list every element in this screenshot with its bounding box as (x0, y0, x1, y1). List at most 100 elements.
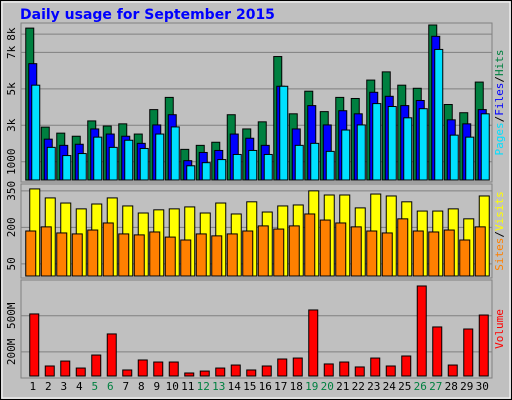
x-tick-label: 27 (429, 380, 442, 393)
bar (248, 149, 258, 181)
bar (449, 134, 459, 181)
bar (40, 226, 52, 277)
bar (478, 314, 489, 377)
x-tick-label: 18 (290, 380, 303, 393)
bar (261, 365, 272, 377)
bar (44, 365, 55, 377)
bar (102, 222, 114, 277)
bar (91, 354, 102, 377)
x-tick-label: 29 (460, 380, 473, 393)
legend-entry: Hits (493, 50, 506, 77)
bar (263, 153, 273, 181)
x-tick-label: 30 (476, 380, 489, 393)
bar (122, 369, 133, 377)
legend-entry: Volume (493, 309, 506, 349)
bar (230, 364, 241, 377)
chart-title: Daily usage for September 2015 (20, 7, 275, 23)
bar (170, 126, 180, 181)
x-tick-label: 6 (107, 380, 114, 393)
bar (474, 226, 486, 277)
bar (418, 108, 428, 181)
x-tick-label: 15 (243, 380, 256, 393)
bar (56, 232, 68, 277)
bar (215, 367, 226, 377)
legend-separator: / (493, 116, 506, 123)
x-tick-label: 26 (414, 380, 427, 393)
x-tick-label: 11 (181, 380, 194, 393)
x-tick-label: 25 (398, 380, 411, 393)
bar (459, 239, 471, 277)
bar (292, 357, 303, 377)
bar (465, 136, 475, 181)
bar (277, 358, 288, 377)
y-tick-label: 200M (5, 338, 18, 365)
bar (71, 233, 83, 277)
bar (443, 229, 455, 277)
bar (356, 124, 366, 181)
bar (428, 231, 440, 277)
bar (401, 355, 412, 377)
bar (186, 165, 196, 181)
x-tick-label: 21 (336, 380, 349, 393)
bar (25, 230, 37, 277)
bar (93, 136, 103, 181)
bar (118, 233, 130, 277)
bar (168, 361, 179, 377)
x-tick-label: 5 (91, 380, 98, 393)
y-tick-label: 3k (5, 118, 18, 132)
legend: Pages/Files/Hits (493, 50, 506, 156)
y-tick-label: 7k (5, 45, 18, 59)
bar (184, 372, 195, 377)
bar (323, 363, 334, 377)
y-tick-label: 8k (5, 27, 18, 41)
legend-entry: Visits (493, 191, 506, 231)
legend-entry: Files (493, 83, 506, 116)
bar (372, 103, 382, 181)
y-tick-label: 50 (5, 257, 18, 270)
x-tick-label: 8 (138, 380, 145, 393)
bar (211, 235, 223, 277)
bar (149, 231, 161, 277)
bar (412, 230, 424, 277)
bar (199, 370, 210, 377)
bar (226, 233, 238, 277)
x-tick-label: 10 (166, 380, 179, 393)
bar (155, 133, 165, 181)
bar (294, 144, 304, 181)
x-tick-label: 17 (274, 380, 287, 393)
bar (434, 48, 444, 181)
bar (370, 357, 381, 377)
legend-entry: Sites (493, 238, 506, 271)
bar (164, 236, 176, 277)
bar (403, 117, 413, 181)
bar (133, 234, 145, 277)
bar (201, 162, 211, 181)
legend-separator: / (493, 76, 506, 83)
bar (387, 106, 397, 181)
bar (242, 230, 254, 277)
bar (325, 150, 335, 181)
bar (288, 225, 300, 277)
x-tick-label: 16 (259, 380, 272, 393)
legend-entry: Pages (493, 122, 506, 155)
x-tick-label: 28 (445, 380, 458, 393)
bar (416, 285, 427, 377)
bar (397, 218, 409, 277)
x-tick-label: 4 (76, 380, 83, 393)
x-tick-label: 20 (321, 380, 334, 393)
bar (180, 239, 192, 277)
bar (106, 333, 117, 377)
x-tick-label: 9 (153, 380, 160, 393)
x-tick-label: 23 (367, 380, 380, 393)
x-tick-label: 1 (29, 380, 36, 393)
x-tick-label: 13 (212, 380, 225, 393)
bar (308, 309, 319, 377)
bar (341, 129, 351, 181)
y-tick-label: 1000 (5, 149, 18, 176)
bar (304, 213, 316, 277)
bar (246, 369, 257, 377)
legend: Volume (493, 309, 506, 349)
bar (77, 153, 87, 181)
